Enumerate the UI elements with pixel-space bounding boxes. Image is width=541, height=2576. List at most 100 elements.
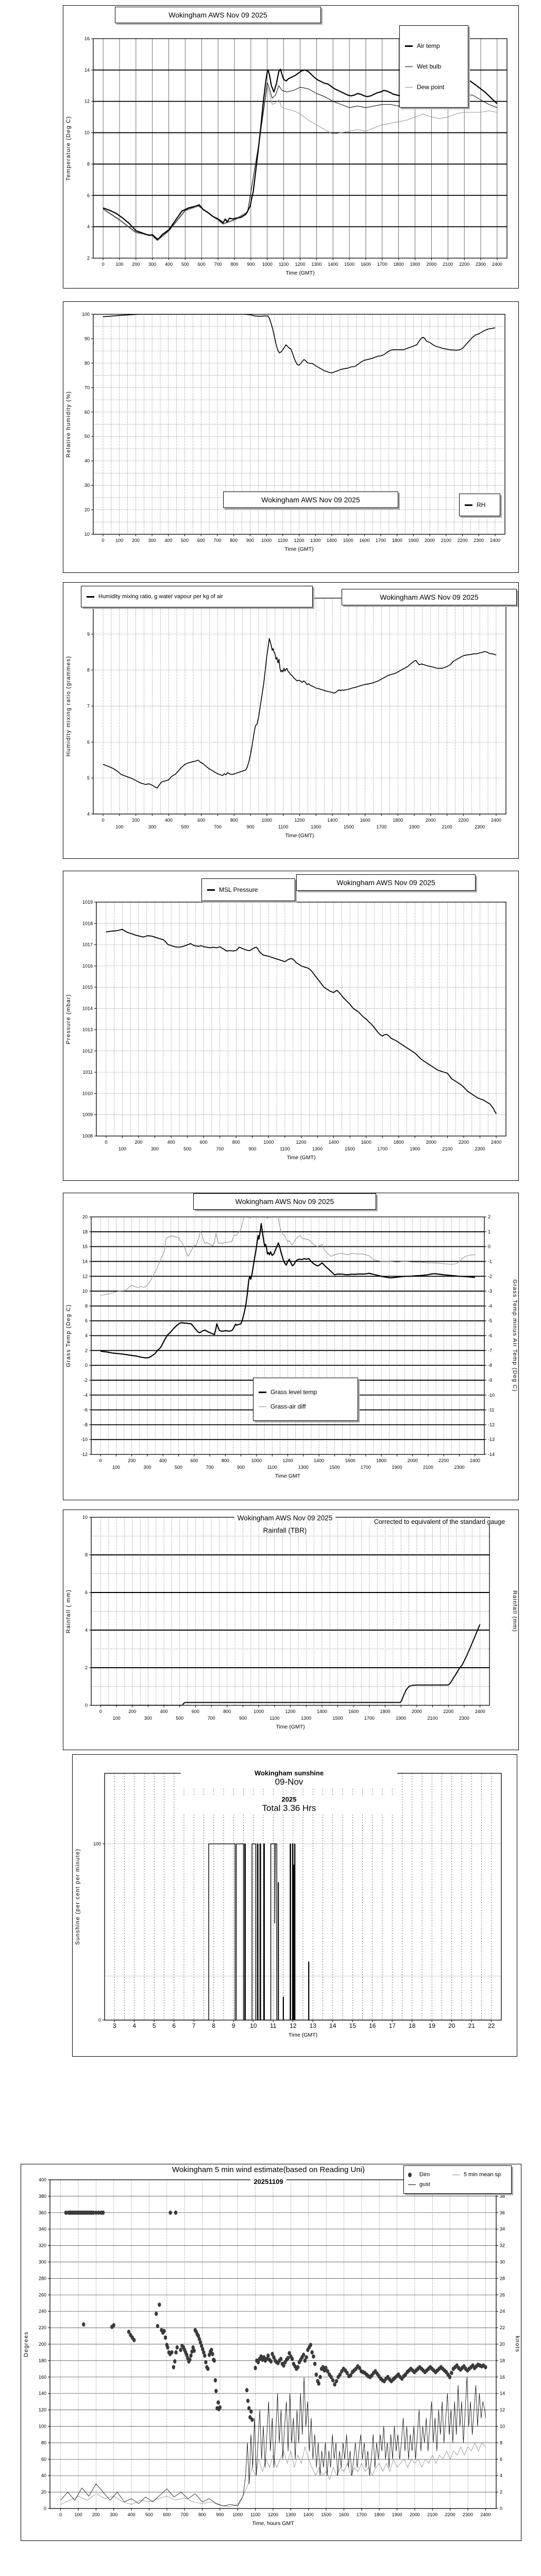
x-tick-label: 1900 [410, 262, 420, 267]
y-right-tick-label: 6 [500, 2456, 502, 2462]
y-tick-label: 360 [39, 2210, 46, 2215]
x-tick-label: 600 [200, 1140, 208, 1145]
x-tick-label: 900 [247, 262, 255, 267]
x-tick-label: 1000 [232, 2512, 243, 2517]
x-tick-label: 1000 [262, 818, 272, 823]
legend-item: Humidity mixing ratio, g water vapour pe… [87, 594, 307, 600]
x-tick-label: 1300 [311, 824, 321, 829]
x-tick-label: 100 [115, 538, 123, 543]
y-right-tick-label: -13 [488, 1437, 495, 1442]
x-tick-label: 1000 [262, 262, 273, 267]
legend: Grass level temp Grass-air diff [253, 1378, 358, 1421]
y-tick-label: 30 [84, 483, 90, 488]
y-tick-label: 8 [85, 1552, 88, 1557]
x-tick-label: 1900 [408, 538, 418, 543]
x-tick-label: 1100 [278, 824, 288, 829]
y-tick-label: 2 [85, 1665, 88, 1670]
x-tick-label: 1100 [280, 1146, 290, 1151]
note-text: Corrected to equivalent of the standard … [374, 1518, 505, 1526]
sunshine-total: Total 3.36 Hrs [181, 1803, 397, 1814]
mixing-ratio-plot: 0 100 200 300 400 500 600 700 800 900 1000 1100 1200… [65, 596, 506, 839]
x-tick-label: 2400 [490, 538, 500, 543]
y-right-tick-label: -1 [488, 1259, 492, 1264]
x-tick-label: 8 [212, 2022, 215, 2029]
x-tick-label: 2200 [445, 2512, 455, 2517]
x-tick-label: 400 [164, 538, 172, 543]
y-right-tick-label: 38 [500, 2194, 505, 2199]
wind-subtitle-text: 20251109 [250, 2178, 286, 2185]
y-right-axis-title: Grass Temp minus Air Temp (Deg C) [512, 1279, 518, 1392]
x-tick-label: 19 [429, 2022, 436, 2029]
x-tick-label: 100 [113, 1716, 121, 1721]
y-tick-label: 12 [84, 99, 90, 104]
y-tick-label: 5 [87, 775, 90, 781]
y-right-tick-label: 36 [500, 2210, 505, 2215]
x-tick-label: 2200 [438, 1458, 449, 1463]
series-msl-pressure [106, 928, 497, 1114]
x-tick-label: 2000 [426, 262, 436, 267]
x-tick-label: 2200 [459, 262, 469, 267]
x-tick-label: 300 [148, 262, 156, 267]
x-tick-label: 4 [132, 2022, 136, 2029]
legend-item: Grass-air diff [259, 1403, 352, 1410]
x-tick-label: 22 [488, 2022, 495, 2029]
x-tick-label: 0 [102, 818, 105, 823]
y-right-tick-label: -14 [488, 1452, 495, 1457]
x-tick-label: 1700 [377, 262, 387, 267]
chart-title: Wokingham AWS Nov 09 2025 [380, 593, 479, 601]
x-tick-label: 500 [183, 1146, 191, 1151]
x-tick-label: 1600 [361, 1140, 371, 1145]
x-tick-label: 1800 [394, 1140, 404, 1145]
x-tick-label: 700 [216, 1146, 224, 1151]
x-tick-label: 2000 [410, 2512, 420, 2517]
chart-title: Wokingham AWS Nov 09 2025 [177, 1514, 393, 1522]
chart-title-box: Wokingham AWS Nov 09 2025 [342, 589, 517, 605]
legend-item: Grass level temp [259, 1388, 352, 1396]
x-tick-label: 900 [248, 1146, 256, 1151]
y-axis-title: Sunshine (per cent per minute) [75, 1849, 81, 1945]
x-tick-label: 1300 [312, 1146, 323, 1151]
wind-title: Wokingham 5 min wind estimate(based on R… [109, 2165, 428, 2174]
legend-label: Grass level temp [270, 1388, 317, 1396]
y-tick-label: -6 [83, 1408, 88, 1413]
x-tick-label: 13 [310, 2022, 317, 2029]
x-tick-label: 1600 [339, 2512, 349, 2517]
x-axis-title: Time, hours GMT [252, 2520, 294, 2527]
y-right-tick-label: 30 [500, 2260, 505, 2265]
x-tick-label: 300 [151, 1146, 159, 1151]
x-tick-label: 1000 [253, 1709, 264, 1714]
y-right-tick-label: 2 [500, 2489, 502, 2495]
y-tick-label: 10 [82, 1515, 88, 1520]
wind-plot: 0 100 200 300 400 500 600 700 800 900 1000 1100 1200… [23, 2177, 520, 2527]
x-tick-label: 900 [246, 538, 254, 543]
x-tick-label: 2100 [423, 1465, 433, 1470]
x-tick-label: 800 [222, 1458, 229, 1463]
y-tick-label: 8 [87, 668, 90, 673]
x-tick-label: 1500 [344, 824, 354, 829]
y-tick-label: 2 [87, 256, 90, 261]
x-tick-label: 1200 [294, 818, 305, 823]
y-tick-label: 200 [39, 2342, 46, 2347]
legend-label: Air temp [417, 42, 440, 49]
y-tick-label: 1008 [82, 1133, 93, 1139]
x-tick-label: 1500 [329, 1465, 340, 1470]
x-tick-label: 2300 [454, 1465, 465, 1470]
y-tick-label: 1015 [82, 985, 93, 990]
x-tick-label: 200 [128, 1458, 136, 1463]
correction-note: Corrected to equivalent of the standard … [367, 1518, 512, 1526]
y-tick-label: 7 [87, 704, 90, 709]
x-tick-label: 0 [99, 1709, 102, 1714]
legend-label: Humidity mixing ratio, g water vapour pe… [98, 594, 224, 600]
x-tick-label: 800 [230, 538, 238, 543]
x-tick-label: 400 [167, 1140, 175, 1145]
y-right-tick-label: 14 [500, 2391, 505, 2396]
x-tick-label: 500 [181, 538, 189, 543]
chart-title-line2: Rainfall (TBR) [260, 1527, 310, 1534]
chart-subtitle: Rainfall (TBR) [177, 1527, 393, 1534]
chart-relative-humidity: 0 100 200 300 400 500 600 700 800 900 1000 1100 1200… [63, 301, 519, 573]
sunshine-year: 2025 [181, 1795, 397, 1803]
x-tick-label: 100 [112, 1465, 120, 1470]
x-tick-label: 21 [468, 2022, 476, 2029]
y-right-tick-label: 26 [500, 2292, 505, 2297]
x-tick-label: 500 [176, 1716, 183, 1721]
